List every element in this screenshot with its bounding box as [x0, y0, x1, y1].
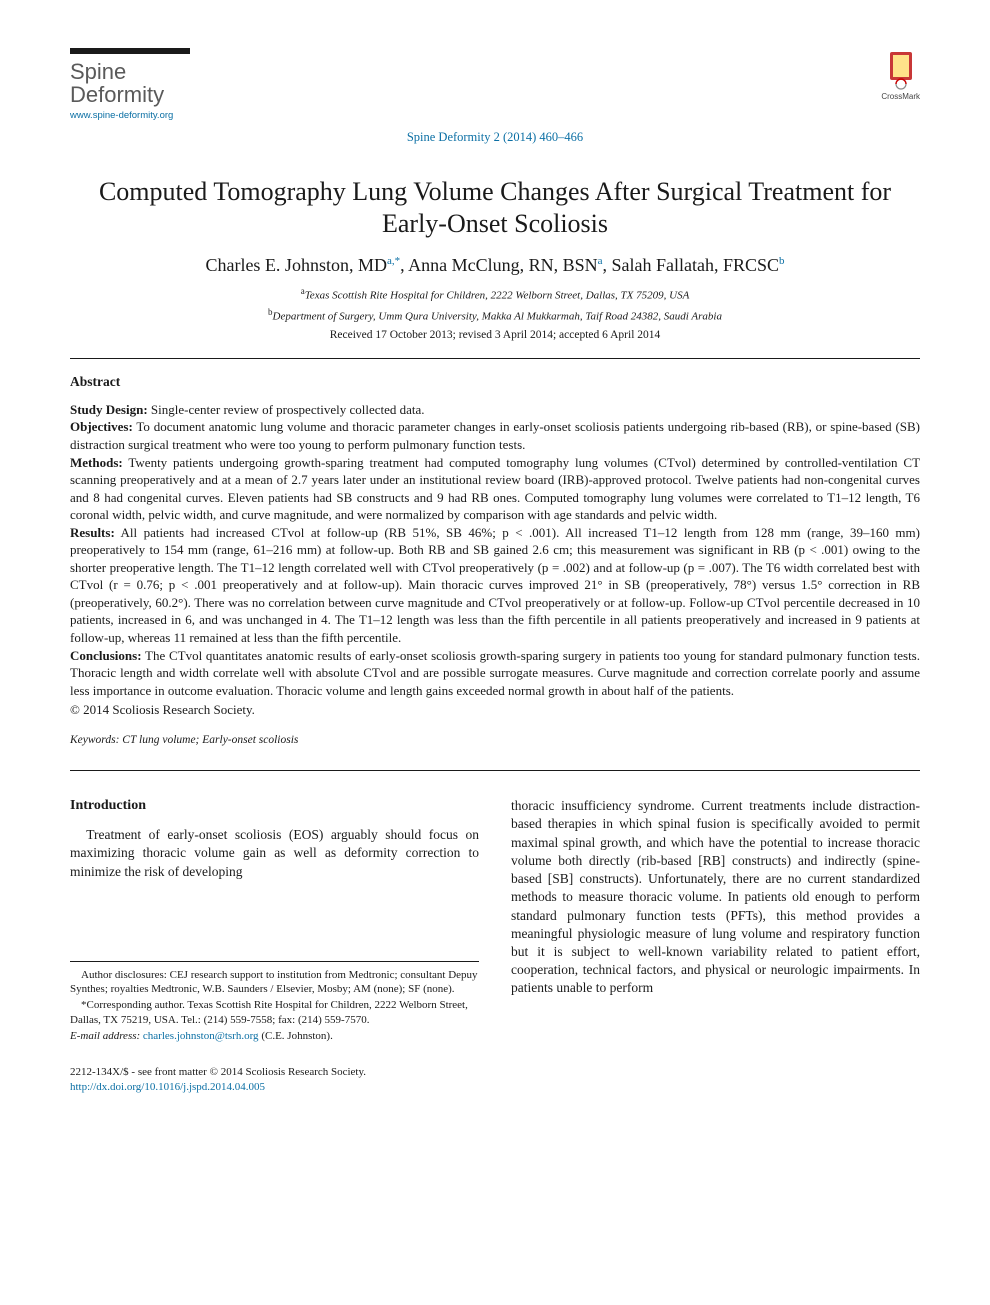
keywords-text: CT lung volume; Early-onset scoliosis	[122, 734, 298, 746]
author-1-corr: ,*	[392, 255, 400, 267]
abs-objectives: Objectives: To document anatomic lung vo…	[70, 418, 920, 453]
abs-results-text: All patients had increased CTvol at foll…	[70, 525, 920, 645]
footnote-disclosures: Author disclosures: CEJ research support…	[70, 968, 479, 997]
journal-url[interactable]: www.spine-deformity.org	[70, 110, 190, 123]
abs-copyright: © 2014 Scoliosis Research Society.	[70, 701, 920, 719]
crossmark-label: CrossMark	[881, 92, 920, 103]
crossmark-icon	[884, 50, 918, 90]
abs-study-design-text: Single-center review of prospectively co…	[151, 402, 425, 417]
abs-methods: Methods: Twenty patients undergoing grow…	[70, 454, 920, 524]
keywords-label: Keywords:	[70, 734, 119, 746]
intro-para-1: Treatment of early-onset scoliosis (EOS)…	[70, 826, 479, 881]
author-2-aff: a	[598, 255, 603, 267]
abs-conclusions-text: The CTvol quantitates anatomic results o…	[70, 648, 920, 698]
author-list: Charles E. Johnston, MDa,*, Anna McClung…	[70, 253, 920, 277]
intro-para-2: thoracic insufficiency syndrome. Current…	[511, 797, 920, 997]
author-1: Charles E. Johnston, MD	[205, 255, 387, 275]
journal-name: Spine Deformity	[70, 60, 190, 106]
footnote-corresponding: *Corresponding author. Texas Scottish Ri…	[70, 998, 479, 1027]
header-row: Spine Deformity www.spine-deformity.org …	[70, 48, 920, 123]
author-3: Salah Fallatah, FRCSC	[612, 255, 780, 275]
abs-objectives-label: Objectives:	[70, 419, 133, 434]
intro-heading: Introduction	[70, 797, 479, 816]
footnote-email-line: E-mail address: charles.johnston@tsrh.or…	[70, 1029, 479, 1043]
abs-results: Results: All patients had increased CTvo…	[70, 524, 920, 647]
front-matter-line: 2212-134X/$ - see front matter © 2014 Sc…	[70, 1065, 479, 1080]
abs-conclusions-label: Conclusions:	[70, 648, 142, 663]
citation-line: Spine Deformity 2 (2014) 460–466	[70, 129, 920, 146]
abs-objectives-text: To document anatomic lung volume and tho…	[70, 419, 920, 452]
affiliation-b: bDepartment of Surgery, Umm Qura Univers…	[70, 306, 920, 325]
author-2: Anna McClung, RN, BSN	[408, 255, 598, 275]
footer-meta: 2212-134X/$ - see front matter © 2014 Sc…	[70, 1065, 479, 1095]
journal-brand: Spine Deformity www.spine-deformity.org	[70, 48, 190, 123]
abs-study-design-label: Study Design:	[70, 402, 148, 417]
abs-conclusions: Conclusions: The CTvol quantitates anato…	[70, 647, 920, 700]
article-dates: Received 17 October 2013; revised 3 Apri…	[70, 328, 920, 344]
abs-methods-text: Twenty patients undergoing growth-sparin…	[70, 455, 920, 523]
rule-bottom	[70, 770, 920, 771]
column-left: Introduction Treatment of early-onset sc…	[70, 797, 479, 1095]
footnote-email[interactable]: charles.johnston@tsrh.org	[143, 1030, 259, 1042]
author-3-aff: b	[779, 255, 785, 267]
body-columns: Introduction Treatment of early-onset sc…	[70, 797, 920, 1095]
article-title: Computed Tomography Lung Volume Changes …	[70, 176, 920, 241]
journal-name-line1: Spine	[70, 59, 126, 84]
abs-study-design: Study Design: Single-center review of pr…	[70, 401, 920, 419]
abs-results-label: Results:	[70, 525, 115, 540]
crossmark-badge[interactable]: CrossMark	[881, 50, 920, 103]
affiliation-a: aTexas Scottish Rite Hospital for Childr…	[70, 285, 920, 304]
affiliation-b-text: Department of Surgery, Umm Qura Universi…	[273, 310, 722, 322]
brand-bar	[70, 48, 190, 54]
journal-name-line2: Deformity	[70, 82, 164, 107]
footnote-email-label: E-mail address:	[70, 1030, 140, 1042]
keywords-line: Keywords: CT lung volume; Early-onset sc…	[70, 733, 920, 749]
abstract-heading: Abstract	[70, 373, 920, 391]
abstract-block: Abstract Study Design: Single-center rev…	[70, 359, 920, 771]
abs-methods-label: Methods:	[70, 455, 123, 470]
affiliation-a-text: Texas Scottish Rite Hospital for Childre…	[305, 290, 690, 302]
column-right: thoracic insufficiency syndrome. Current…	[511, 797, 920, 1095]
doi-link[interactable]: http://dx.doi.org/10.1016/j.jspd.2014.04…	[70, 1081, 265, 1093]
footnote-email-paren: (C.E. Johnston).	[261, 1030, 333, 1042]
footnotes-block: Author disclosures: CEJ research support…	[70, 961, 479, 1043]
